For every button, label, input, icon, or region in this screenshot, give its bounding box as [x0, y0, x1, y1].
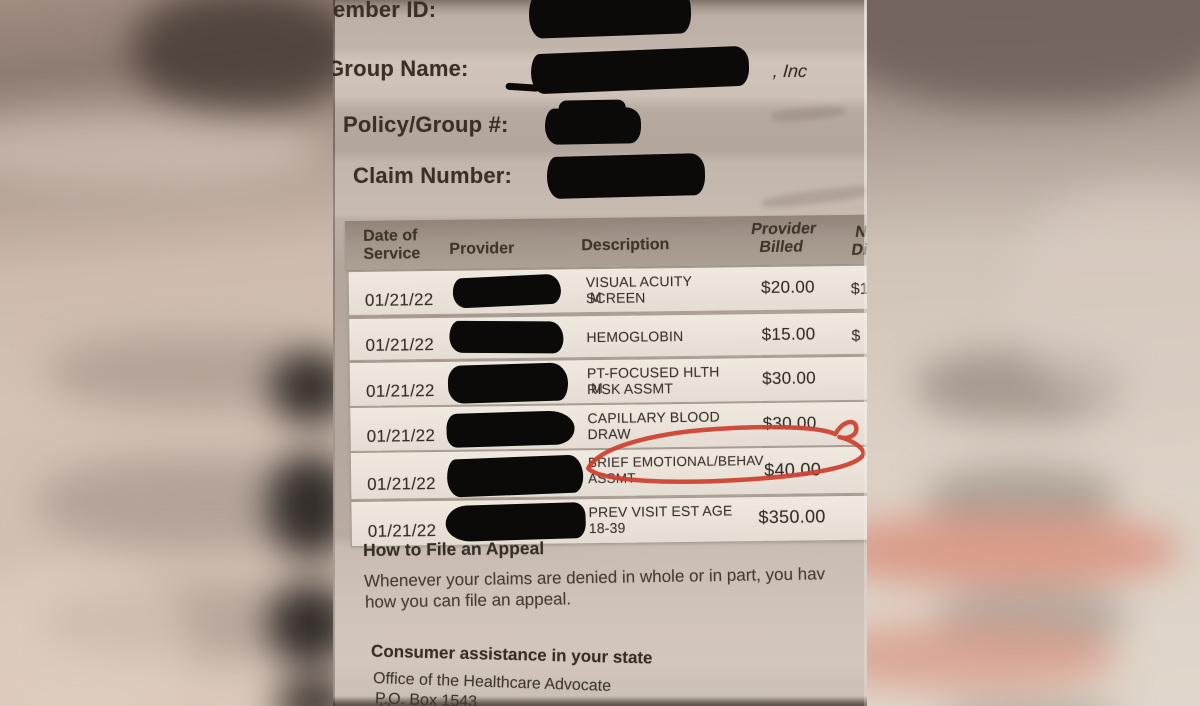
header-billed: Provider: [749, 220, 818, 239]
header-provider: Provider: [449, 240, 515, 258]
appeal-heading: How to File an Appeal: [362, 538, 545, 560]
header-date: Date of: [363, 227, 418, 245]
provider-billed-amount: $15.00: [761, 324, 816, 345]
redaction-provider: [449, 320, 564, 354]
service-description: 18-39: [588, 519, 626, 537]
provider-billed-amount: $20.00: [760, 277, 815, 298]
date-of-service: 01/21/22: [367, 474, 436, 494]
blur-blobs: [867, 0, 1200, 706]
assistance-address-line-cut: H: [379, 701, 391, 706]
date-of-service: 01/21/22: [364, 290, 434, 310]
redaction-provider: [446, 454, 584, 498]
table-row: 01/21/22 M VISUAL ACUITY SCREEN $20.00 $…: [347, 264, 867, 317]
bleed-through-smudge: [760, 182, 867, 211]
handwritten-circle-annotation: [585, 419, 867, 484]
assistance-heading: Consumer assistance in your state: [370, 641, 653, 668]
blur-blobs: [0, 0, 333, 706]
eob-document-photo: ember ID: Group Name: , Inc Policy/Group…: [333, 0, 867, 706]
redaction-member-id: [528, 0, 692, 39]
service-description: RISK ASSMT: [586, 380, 674, 398]
date-of-service: 01/21/22: [365, 381, 435, 401]
paper-right-edge: [864, 0, 867, 706]
blurred-backdrop-left: [0, 0, 333, 706]
header-description: Description: [581, 236, 670, 255]
service-description: HEMOGLOBIN: [586, 327, 684, 346]
redaction-policy-group: [544, 107, 642, 145]
table-row: 01/21/22 M PT-FOCUSED HLTH RISK ASSMT $3…: [348, 355, 867, 408]
group-name-suffix: , Inc: [772, 61, 808, 81]
member-id-label: ember ID:: [333, 0, 437, 22]
policy-group-label: Policy/Group #:: [343, 112, 509, 137]
redaction-group-name: [530, 45, 750, 95]
table-row: 01/21/22 HEMOGLOBIN $15.00 $: [348, 311, 867, 362]
service-description: PT-FOCUSED HLTH: [586, 363, 720, 382]
redaction-provider: [445, 501, 587, 543]
paper-left-edge: [333, 0, 335, 706]
cut-column-value: $: [851, 327, 861, 345]
appeal-text-line: how you can file an appeal.: [364, 589, 572, 612]
provider-billed-amount: $30.00: [762, 368, 817, 389]
group-name-label: Group Name:: [333, 56, 469, 81]
service-description: VISUAL ACUITY: [585, 272, 693, 291]
date-of-service: 01/21/22: [366, 426, 436, 446]
redaction-provider: [446, 410, 576, 448]
redaction-provider: [452, 273, 562, 309]
redaction-provider: [447, 362, 569, 404]
appeal-text-line: Whenever your claims are denied in whole…: [363, 564, 826, 591]
claim-number-label: Claim Number:: [353, 163, 513, 188]
header-date: Service: [363, 245, 421, 263]
redaction-claim-number: [546, 152, 706, 200]
service-description: PREV VISIT EST AGE: [588, 502, 733, 521]
claims-table: Date of Service Provider Description Pro…: [333, 214, 867, 551]
bleed-through-smudge: [770, 104, 846, 124]
header-billed: Billed: [758, 238, 805, 257]
date-of-service: 01/21/22: [365, 335, 435, 355]
provider-billed-amount: $350.00: [758, 506, 826, 528]
service-description: SCREEN: [585, 289, 646, 307]
blurred-backdrop-right: [867, 0, 1200, 706]
